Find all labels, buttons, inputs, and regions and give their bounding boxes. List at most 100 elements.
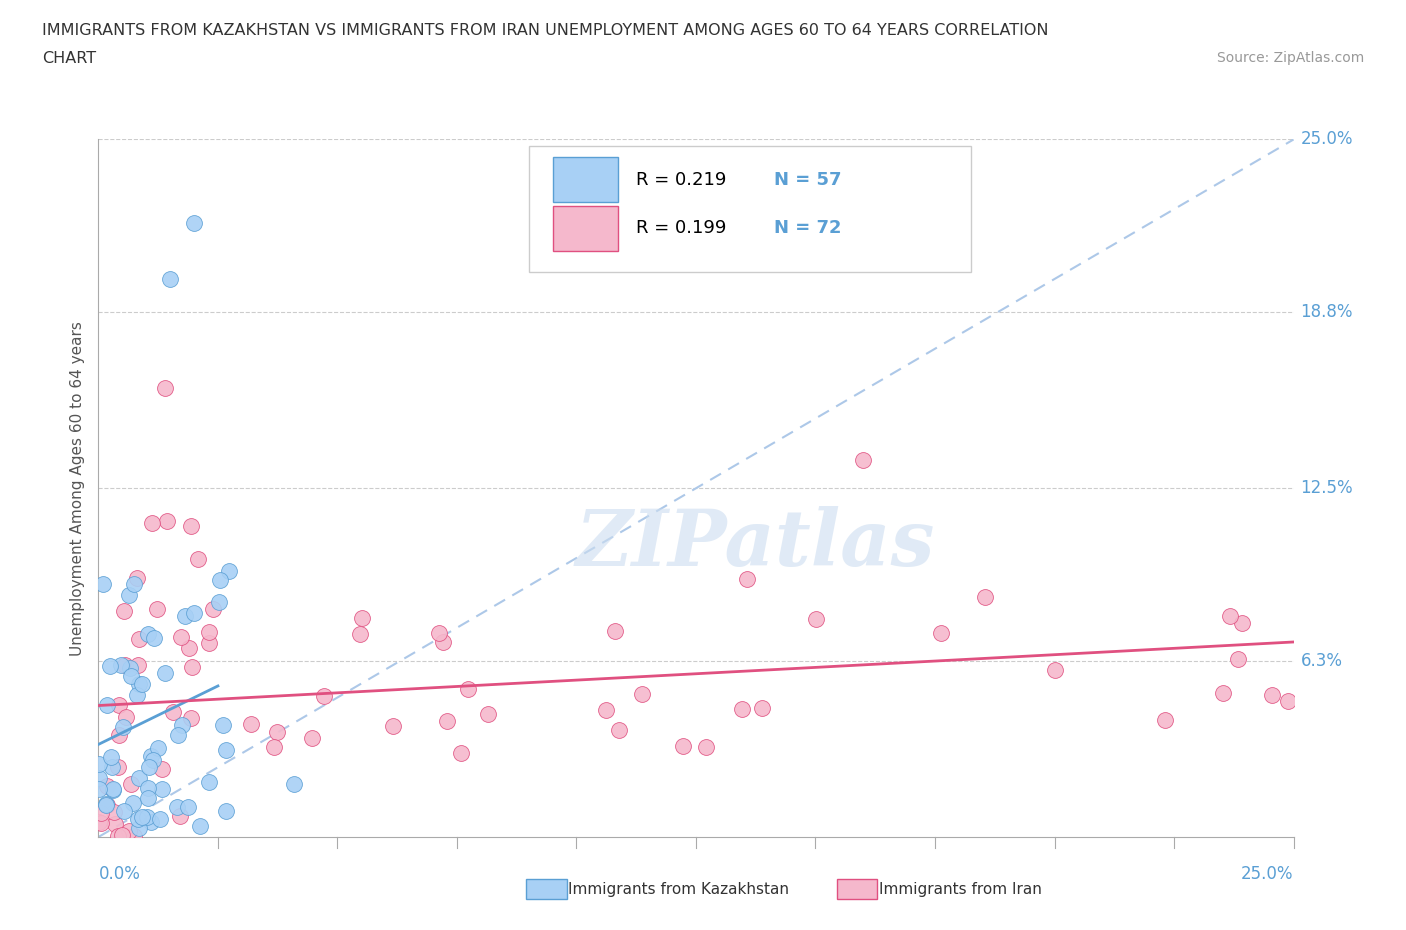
- Point: [127, 658, 149, 672]
- Point: [183, 605, 205, 620]
- Point: [104, 816, 127, 830]
- Y-axis label: Unemployment Among Ages 60 to 64 years: Unemployment Among Ages 60 to 64 years: [69, 321, 84, 656]
- Point: [159, 272, 181, 286]
- Point: [138, 627, 160, 642]
- Point: [852, 453, 875, 468]
- Point: [96, 698, 118, 712]
- Point: [240, 717, 263, 732]
- Point: [1219, 609, 1241, 624]
- Point: [179, 711, 201, 725]
- Point: [167, 727, 190, 742]
- Point: [804, 612, 827, 627]
- Point: [381, 718, 404, 733]
- Point: [128, 631, 150, 646]
- Point: [183, 216, 205, 231]
- Point: [630, 686, 652, 701]
- Point: [731, 701, 754, 716]
- Point: [153, 380, 176, 395]
- Point: [90, 805, 112, 820]
- Point: [177, 799, 200, 814]
- Point: [457, 682, 479, 697]
- Point: [108, 727, 131, 742]
- Point: [120, 660, 142, 675]
- Point: [609, 723, 631, 737]
- Point: [929, 625, 952, 640]
- Point: [136, 780, 159, 795]
- Point: [127, 812, 149, 827]
- Point: [150, 782, 173, 797]
- Point: [149, 812, 172, 827]
- Point: [117, 588, 139, 603]
- Point: [1154, 713, 1177, 728]
- Point: [111, 828, 134, 843]
- Point: [603, 624, 626, 639]
- Text: 18.8%: 18.8%: [1301, 303, 1353, 322]
- Point: [215, 804, 238, 818]
- Text: Immigrants from Iran: Immigrants from Iran: [879, 882, 1042, 897]
- Point: [477, 707, 499, 722]
- Text: Source: ZipAtlas.com: Source: ZipAtlas.com: [1216, 51, 1364, 65]
- FancyBboxPatch shape: [553, 206, 619, 251]
- Point: [87, 815, 110, 830]
- Point: [208, 594, 231, 609]
- Text: ZIPatlas: ZIPatlas: [576, 506, 935, 582]
- Point: [198, 635, 221, 650]
- Point: [148, 740, 170, 755]
- Point: [180, 518, 202, 533]
- Point: [177, 641, 200, 656]
- Point: [1212, 685, 1234, 700]
- Point: [1277, 694, 1299, 709]
- Point: [122, 577, 145, 591]
- Point: [128, 677, 150, 692]
- Point: [142, 631, 165, 645]
- Text: 12.5%: 12.5%: [1301, 479, 1353, 498]
- Point: [187, 551, 209, 566]
- Point: [103, 804, 125, 819]
- Point: [111, 720, 134, 735]
- Point: [266, 724, 288, 739]
- Point: [114, 658, 136, 672]
- Point: [595, 702, 617, 717]
- Point: [131, 809, 153, 824]
- Point: [107, 829, 129, 844]
- Point: [94, 798, 117, 813]
- Point: [122, 828, 145, 843]
- Point: [114, 710, 136, 724]
- FancyBboxPatch shape: [529, 147, 970, 272]
- Text: N = 72: N = 72: [773, 219, 841, 237]
- Point: [108, 698, 131, 712]
- Point: [301, 730, 323, 745]
- Point: [215, 742, 238, 757]
- Point: [138, 790, 160, 805]
- Point: [96, 798, 118, 813]
- Point: [170, 630, 193, 644]
- Point: [112, 804, 135, 818]
- Text: 25.0%: 25.0%: [1241, 865, 1294, 883]
- Point: [142, 752, 165, 767]
- Point: [174, 608, 197, 623]
- Point: [162, 705, 184, 720]
- Point: [218, 564, 240, 578]
- Point: [141, 815, 163, 830]
- Text: R = 0.199: R = 0.199: [636, 219, 727, 237]
- FancyBboxPatch shape: [553, 157, 619, 203]
- Point: [146, 601, 169, 616]
- Point: [349, 627, 371, 642]
- Point: [91, 577, 114, 591]
- Point: [201, 602, 224, 617]
- Point: [89, 756, 111, 771]
- Point: [96, 778, 118, 793]
- Point: [100, 750, 122, 764]
- Point: [90, 816, 112, 830]
- Point: [122, 796, 145, 811]
- Point: [101, 760, 124, 775]
- Point: [128, 771, 150, 786]
- Point: [1261, 687, 1284, 702]
- Point: [350, 610, 373, 625]
- Point: [118, 824, 141, 839]
- Point: [432, 634, 454, 649]
- Point: [209, 573, 232, 588]
- Text: IMMIGRANTS FROM KAZAKHSTAN VS IMMIGRANTS FROM IRAN UNEMPLOYMENT AMONG AGES 60 TO: IMMIGRANTS FROM KAZAKHSTAN VS IMMIGRANTS…: [42, 23, 1049, 38]
- Point: [150, 762, 173, 777]
- Text: N = 57: N = 57: [773, 170, 841, 189]
